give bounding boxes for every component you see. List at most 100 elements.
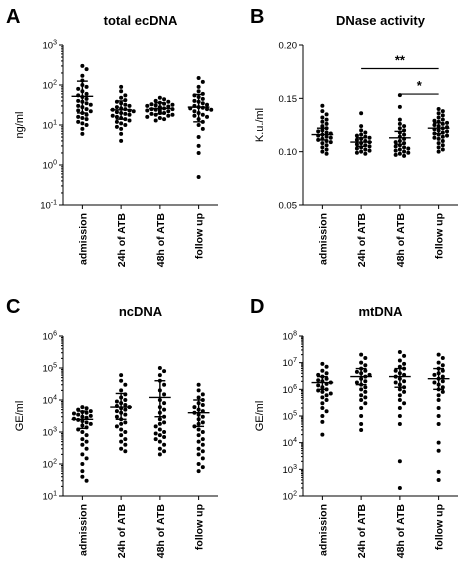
- data-point: [393, 140, 398, 145]
- data-point: [397, 414, 402, 418]
- data-point: [436, 145, 441, 150]
- data-point: [363, 363, 368, 368]
- data-point: [324, 112, 329, 117]
- data-point: [157, 373, 162, 378]
- data-point: [157, 427, 162, 432]
- data-point: [440, 147, 445, 152]
- data-point: [354, 380, 359, 385]
- data-point: [200, 430, 205, 434]
- data-point: [80, 121, 85, 126]
- data-point: [440, 363, 445, 368]
- data-point: [123, 93, 128, 98]
- data-point: [363, 151, 368, 156]
- data-point: [196, 89, 201, 94]
- group-3: [427, 352, 450, 482]
- data-point: [196, 382, 201, 387]
- data-point: [354, 150, 359, 155]
- y-tick-label: 108: [283, 331, 298, 343]
- data-point: [127, 118, 132, 123]
- x-tick-label: admission: [317, 213, 329, 265]
- data-point: [170, 107, 175, 112]
- data-point: [436, 136, 441, 141]
- data-point: [123, 382, 128, 387]
- x-tick-label: 24h of ATB: [116, 504, 128, 559]
- data-point: [80, 437, 85, 442]
- data-point: [84, 446, 89, 451]
- chart-title: DNase activity: [336, 13, 426, 28]
- data-point: [119, 89, 124, 94]
- data-point: [402, 145, 407, 150]
- data-point: [320, 419, 325, 424]
- data-point: [157, 421, 162, 426]
- significance-label: **: [395, 52, 406, 67]
- data-point: [80, 469, 85, 474]
- data-point: [84, 123, 89, 127]
- data-point: [436, 360, 441, 365]
- data-point: [209, 107, 214, 112]
- data-point: [153, 118, 158, 123]
- data-point: [119, 427, 124, 432]
- x-tick-label: 48h of ATB: [395, 504, 407, 559]
- y-axis-label: K.u./ml: [254, 108, 266, 142]
- data-point: [131, 109, 136, 114]
- significance-label: *: [417, 78, 423, 93]
- data-point: [84, 101, 89, 106]
- data-point: [320, 414, 325, 418]
- group-2: [145, 95, 175, 123]
- data-point: [88, 109, 93, 114]
- data-point: [123, 398, 128, 402]
- data-point: [76, 108, 81, 113]
- data-point: [324, 134, 329, 139]
- data-point: [84, 406, 89, 411]
- y-tick-label: 102: [43, 80, 58, 92]
- data-point: [440, 113, 445, 118]
- data-point: [320, 115, 325, 120]
- data-point: [436, 141, 441, 146]
- data-point: [363, 401, 368, 406]
- panel-letter: D: [250, 296, 264, 318]
- chart-title: ncDNA: [119, 304, 163, 319]
- x-tick-label: follow up: [434, 213, 446, 259]
- data-point: [84, 433, 89, 438]
- data-point: [119, 373, 124, 378]
- x-tick-label: admission: [77, 504, 89, 556]
- data-point: [200, 392, 205, 397]
- data-point: [393, 144, 398, 149]
- data-point: [328, 140, 333, 145]
- data-point: [324, 409, 329, 414]
- data-point: [196, 388, 201, 393]
- data-point: [119, 446, 124, 451]
- data-point: [145, 103, 150, 108]
- data-point: [162, 97, 167, 102]
- data-point: [402, 132, 407, 137]
- data-point: [153, 424, 158, 429]
- data-point: [367, 148, 372, 153]
- data-point: [76, 98, 81, 103]
- data-point: [84, 478, 89, 483]
- data-point: [84, 420, 89, 425]
- data-point: [363, 395, 368, 400]
- data-point: [328, 135, 333, 140]
- y-tick-label: 103: [43, 40, 58, 52]
- data-point: [157, 452, 162, 457]
- data-point: [324, 151, 329, 156]
- data-point: [114, 119, 119, 124]
- data-point: [149, 102, 154, 107]
- data-point: [162, 382, 167, 387]
- data-point: [196, 175, 201, 180]
- data-point: [123, 430, 128, 434]
- data-point: [88, 102, 93, 107]
- data-point: [320, 109, 325, 114]
- data-point: [440, 143, 445, 148]
- data-point: [127, 112, 132, 117]
- data-point: [80, 452, 85, 457]
- data-point: [123, 111, 128, 116]
- data-point: [432, 135, 437, 140]
- y-tick-label: 102: [283, 491, 298, 503]
- data-point: [320, 149, 325, 154]
- group-1: [110, 373, 132, 454]
- data-point: [436, 477, 441, 482]
- y-axis-label: GE/ml: [14, 401, 26, 432]
- data-point: [200, 456, 205, 461]
